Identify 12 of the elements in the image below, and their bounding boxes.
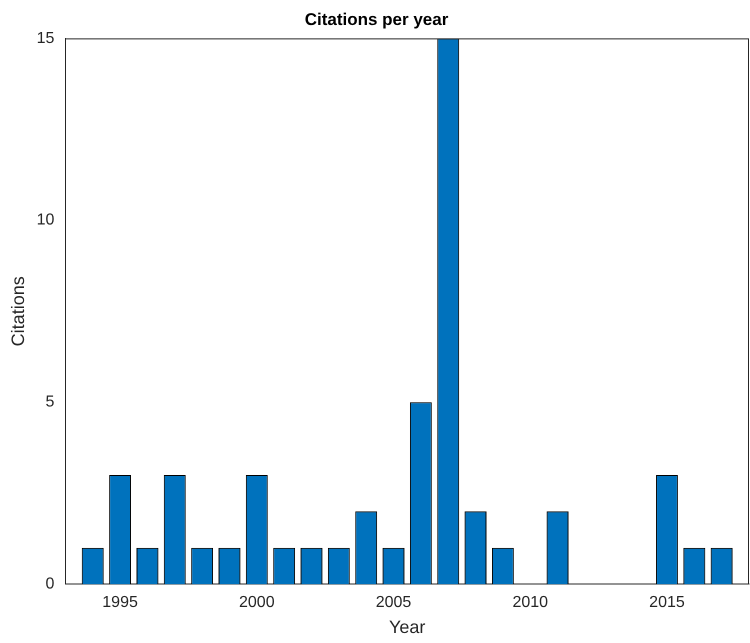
x-tick-label: 1995 [102, 594, 138, 612]
y-axis-title: Citations [8, 276, 28, 346]
chart-title: Citations per year [304, 10, 449, 29]
x-tick-label: 2010 [512, 594, 548, 612]
y-tick-label: 0 [45, 576, 54, 593]
y-tick-label: 15 [36, 30, 54, 47]
x-tick-label: 2015 [649, 594, 685, 612]
x-axis-title: Year [389, 617, 426, 638]
x-tick-label: 2000 [239, 594, 275, 612]
y-tick-label: 10 [36, 212, 54, 229]
x-tick-label: 2005 [376, 594, 412, 612]
y-tick-label: 5 [45, 394, 54, 411]
